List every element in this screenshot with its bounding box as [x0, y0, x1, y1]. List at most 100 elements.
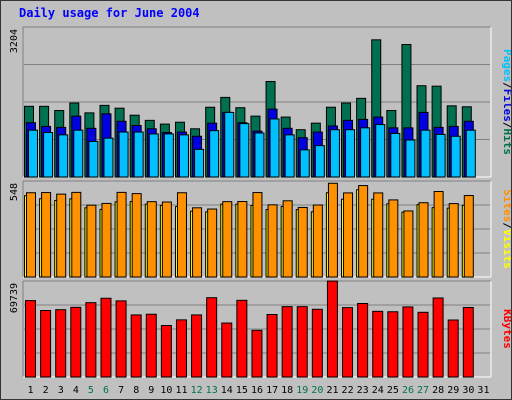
axis-label-part-1: /	[501, 82, 511, 89]
bar-sites-day-12	[192, 207, 203, 278]
bar-kbytes-day-30	[462, 306, 474, 378]
bar-kbytes-day-28	[432, 297, 444, 378]
bar-kbytes-day-17	[266, 314, 278, 378]
bar-kbytes-day-18	[281, 306, 293, 378]
x-tick-label-day-31: 31	[477, 385, 489, 396]
bar-sites-day-17	[267, 204, 278, 278]
bar-kbytes-day-11	[175, 319, 187, 378]
bar-sites-day-24	[373, 192, 384, 278]
axis-label-part-2: Files	[501, 89, 511, 122]
bar-pages-day-25	[390, 132, 401, 178]
x-tick-label-day-17: 17	[266, 385, 278, 396]
bar-kbytes-day-25	[387, 311, 399, 378]
bar-sites-day-15	[237, 200, 248, 278]
x-tick-label-day-3: 3	[58, 385, 64, 396]
bar-pages-day-20	[314, 145, 325, 178]
bar-pages-day-19	[299, 149, 310, 178]
bar-sites-day-25	[388, 199, 399, 278]
x-tick-label-day-23: 23	[357, 385, 369, 396]
bar-kbytes-day-10	[160, 325, 172, 378]
axis-label-part-1: /	[501, 222, 511, 229]
bar-sites-day-13	[207, 208, 218, 278]
x-tick-label-day-13: 13	[206, 385, 218, 396]
bar-pages-day-24	[375, 124, 386, 178]
bar-sites-day-7	[116, 191, 127, 278]
bar-pages-day-17	[269, 118, 280, 178]
bar-sites-day-9	[146, 201, 157, 278]
bar-pages-day-28	[435, 133, 446, 178]
bar-kbytes-day-26	[402, 306, 414, 378]
bar-kbytes-day-1	[25, 300, 36, 378]
x-tick-label-day-8: 8	[133, 385, 139, 396]
x-tick-label-day-22: 22	[342, 385, 354, 396]
bar-pages-day-9	[148, 133, 159, 178]
bar-kbytes-day-13	[206, 297, 218, 378]
x-tick-label-day-30: 30	[462, 385, 474, 396]
bar-sites-day-27	[418, 202, 429, 278]
bar-pages-day-12	[194, 148, 205, 178]
bar-sites-day-29	[448, 203, 459, 278]
bar-pages-day-16	[254, 132, 265, 178]
x-tick-label-day-28: 28	[432, 385, 444, 396]
bar-kbytes-day-9	[145, 313, 157, 378]
x-tick-label-day-6: 6	[103, 385, 109, 396]
bar-kbytes-day-16	[251, 329, 263, 378]
bar-pages-day-8	[133, 131, 144, 178]
bar-pages-day-18	[284, 134, 295, 178]
bar-sites-day-5	[86, 204, 97, 278]
y-max-label-kbytes: 69739	[9, 283, 20, 313]
bar-kbytes-day-5	[85, 302, 97, 378]
bar-pages-day-21	[329, 129, 340, 178]
x-tick-label-day-27: 27	[417, 385, 429, 396]
bar-pages-day-6	[103, 137, 114, 178]
x-tick-label-day-14: 14	[221, 385, 233, 396]
bar-sites-day-8	[131, 193, 142, 278]
bar-pages-day-29	[450, 135, 461, 178]
bar-kbytes-day-6	[100, 297, 112, 378]
x-tick-label-day-4: 4	[73, 385, 79, 396]
bar-kbytes-day-7	[115, 300, 127, 378]
bar-kbytes-day-27	[417, 311, 429, 378]
bar-kbytes-day-12	[191, 314, 203, 378]
axis-label-part-0: Sites	[501, 189, 511, 222]
bar-pages-day-13	[209, 130, 220, 178]
bar-sites-day-14	[222, 201, 233, 278]
x-tick-label-day-29: 29	[447, 385, 459, 396]
bar-sites-day-19	[297, 206, 308, 278]
axis-label-part-0: Pages	[501, 49, 511, 82]
bar-pages-day-23	[360, 127, 371, 178]
axis-label-kbytes: KBytes	[501, 309, 511, 349]
bar-pages-day-1	[28, 129, 38, 178]
bar-kbytes-day-8	[130, 314, 142, 378]
y-max-label-hits-files-pages: 3204	[9, 29, 20, 53]
bar-sites-day-4	[71, 191, 82, 278]
bar-pages-day-10	[163, 133, 174, 178]
bar-pages-day-5	[88, 140, 99, 178]
bar-kbytes-day-21	[326, 280, 338, 378]
bar-pages-day-2	[43, 132, 54, 178]
axis-label-part-0: KBytes	[501, 309, 511, 349]
bar-sites-day-26	[403, 210, 414, 278]
bar-kbytes-day-14	[221, 322, 233, 378]
bar-pages-day-22	[345, 129, 356, 178]
bar-kbytes-day-20	[311, 308, 323, 378]
x-tick-label-day-18: 18	[281, 385, 293, 396]
bar-kbytes-day-3	[55, 309, 67, 378]
bar-pages-day-11	[178, 134, 189, 178]
bar-sites-day-20	[312, 204, 323, 278]
bar-pages-day-3	[58, 134, 69, 178]
bar-sites-day-30	[463, 195, 474, 278]
x-tick-label-day-24: 24	[372, 385, 384, 396]
bar-kbytes-day-2	[40, 310, 52, 378]
y-max-label-sites-visits: 548	[9, 183, 20, 201]
bar-pages-day-30	[465, 129, 476, 178]
bar-pages-day-4	[73, 129, 84, 178]
x-tick-label-day-5: 5	[88, 385, 94, 396]
bar-sites-day-3	[56, 193, 67, 278]
x-tick-label-day-9: 9	[148, 385, 154, 396]
chart-title: Daily usage for June 2004	[19, 6, 200, 20]
axis-label-hits-files-pages: Pages/Files/Hits	[501, 49, 511, 155]
x-tick-label-day-10: 10	[160, 385, 172, 396]
x-tick-label-day-7: 7	[118, 385, 124, 396]
